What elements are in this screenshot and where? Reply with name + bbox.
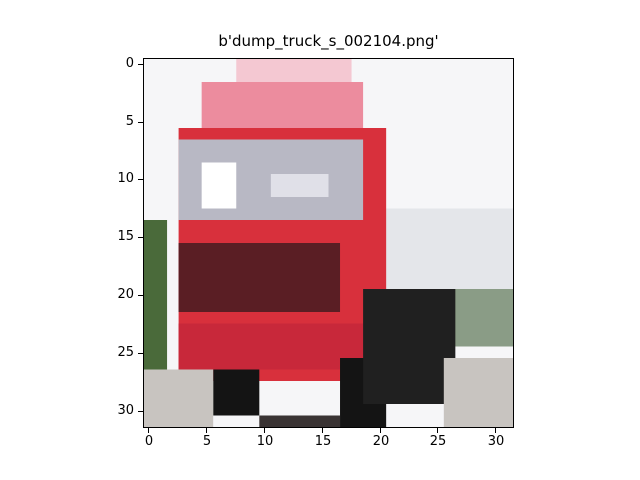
y-tick-label: 10 [117,171,134,186]
x-tick-mark [322,428,323,433]
x-tick-label: 30 [487,434,505,449]
x-tick-mark [148,428,149,433]
truck-image [144,59,513,427]
x-tick-mark [437,428,438,433]
cab-roof-top [236,59,352,82]
x-tick-label: 5 [202,434,212,449]
y-tick-mark [138,411,143,412]
foliage-left [144,220,168,370]
x-tick-mark [495,428,496,433]
y-tick-label: 30 [117,403,134,418]
y-tick-mark [138,64,143,65]
cab-roof [201,82,364,128]
side-shadow [363,289,456,404]
x-tick-label: 25 [429,434,447,449]
x-tick-label: 10 [256,434,274,449]
y-tick-mark [138,237,143,238]
windshield-strip [270,174,329,197]
road-left [144,369,214,427]
x-tick-label: 0 [144,434,154,449]
x-tick-label: 15 [314,434,332,449]
figure-title: b'dump_truck_s_002104.png' [218,32,439,50]
x-tick-mark [206,428,207,433]
road-right [443,358,513,427]
y-tick-mark [138,295,143,296]
road-front [259,415,341,427]
y-tick-mark [138,122,143,123]
x-tick-label: 20 [372,434,390,449]
grille [178,243,341,312]
y-tick-label: 5 [125,114,134,129]
y-tick-label: 0 [125,56,134,71]
x-tick-mark [264,428,265,433]
bumper [178,323,364,370]
windshield-glare [201,162,237,209]
image-axes [143,58,514,428]
sky-haze-right [374,208,513,301]
y-tick-mark [138,179,143,180]
left-wheel [213,369,260,416]
x-tick-mark [380,428,381,433]
y-tick-label: 15 [117,229,134,244]
y-tick-mark [138,353,143,354]
y-tick-label: 20 [117,287,134,302]
y-tick-label: 25 [117,345,134,360]
